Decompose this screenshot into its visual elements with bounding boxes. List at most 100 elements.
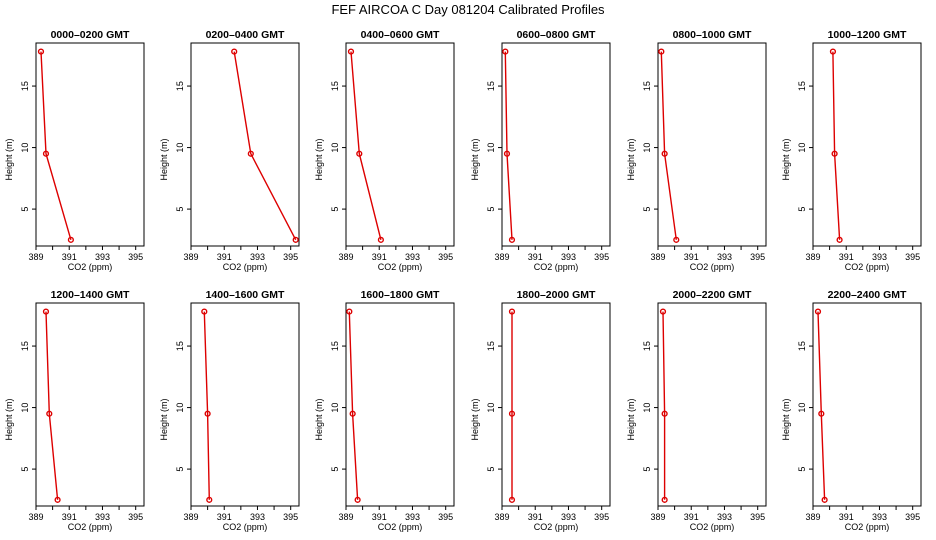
- data-point: [204, 410, 211, 417]
- data-point: [346, 308, 353, 315]
- data-point: [354, 496, 361, 503]
- data-point: [508, 236, 516, 243]
- y-axis-label: Height (m): [626, 138, 636, 180]
- y-tick-label: 15: [330, 341, 340, 351]
- figure-title: FEF AIRCOA C Day 081204 Calibrated Profi…: [331, 2, 605, 17]
- y-tick-label: 5: [175, 207, 185, 212]
- plot-frame: [35, 42, 145, 247]
- data-point: [46, 410, 53, 417]
- y-tick-label: 5: [797, 207, 807, 212]
- data-point: [292, 236, 299, 243]
- y-tick-label: 15: [175, 81, 185, 91]
- panel-10: 1800–2000 GMT 389 391 393 395 5 10 15 CO2 (ppm) H…: [470, 289, 611, 532]
- x-tick-label: 389: [650, 252, 665, 262]
- y-tick-label: 10: [486, 143, 496, 153]
- panel-7: 1200–1400 GMT 389 391 393 395 5 10 15 CO2 (ppm) H…: [4, 289, 145, 532]
- panel-4: 0600–0800 GMT 389 391 393 395 5 10 15 CO2 (ppm) H…: [470, 29, 611, 272]
- y-axis-label: Height (m): [781, 398, 791, 440]
- x-tick-label: 389: [338, 512, 353, 522]
- y-axis-label: Height (m): [470, 138, 480, 180]
- data-point: [347, 48, 355, 55]
- panel-2: 0200–0400 GMT 389 391 393 395 5 10 15 CO2 (ppm) H…: [159, 29, 300, 272]
- x-tick-label: 395: [750, 252, 765, 262]
- panel-1: 0000–0200 GMT 389 391 393 395 5 10 15 CO2 (ppm) H…: [4, 29, 145, 272]
- x-tick-label: 391: [684, 512, 699, 522]
- x-tick-label: 389: [805, 252, 820, 262]
- x-axis-label: CO2 (ppm): [534, 262, 579, 272]
- panel-12: 2200–2400 GMT 389 391 393 395 5 10 15 CO2 (ppm) H…: [781, 289, 922, 532]
- x-tick-label: 391: [372, 512, 387, 522]
- x-axis-label: CO2 (ppm): [845, 522, 890, 532]
- y-tick-label: 5: [330, 467, 340, 472]
- data-point: [661, 150, 668, 157]
- y-tick-label: 10: [797, 403, 807, 413]
- x-tick-label: 391: [217, 512, 232, 522]
- plot-frame: [812, 302, 922, 507]
- panel-11: 2000–2200 GMT 389 391 393 395 5 10 15 CO2 (ppm) H…: [626, 289, 767, 532]
- panel-title: 0200–0400 GMT: [206, 29, 285, 41]
- y-tick-label: 10: [486, 403, 496, 413]
- y-tick-label: 15: [642, 341, 652, 351]
- y-tick-label: 5: [20, 467, 30, 472]
- data-point: [508, 496, 516, 503]
- y-tick-label: 10: [175, 403, 185, 413]
- x-tick-label: 393: [717, 252, 732, 262]
- data-point: [231, 48, 238, 55]
- x-tick-label: 391: [62, 512, 77, 522]
- profile-line: [817, 311, 826, 500]
- panel-title: 1400–1600 GMT: [206, 289, 285, 301]
- x-axis-label: CO2 (ppm): [68, 262, 113, 272]
- x-tick-label: 391: [839, 512, 854, 522]
- x-tick-label: 393: [717, 512, 732, 522]
- y-tick-label: 15: [797, 341, 807, 351]
- y-axis-label: Height (m): [159, 138, 169, 180]
- y-tick-label: 15: [486, 81, 496, 91]
- x-axis-label: CO2 (ppm): [378, 522, 423, 532]
- y-tick-label: 15: [486, 341, 496, 351]
- y-tick-label: 10: [175, 143, 185, 153]
- data-point: [673, 236, 680, 243]
- x-tick-label: 389: [183, 512, 198, 522]
- panel-title: 1200–1400 GMT: [51, 289, 130, 301]
- data-point: [661, 496, 668, 503]
- profile-line: [233, 51, 297, 241]
- y-tick-label: 5: [642, 467, 652, 472]
- y-tick-label: 15: [175, 341, 185, 351]
- panel-title: 1800–2000 GMT: [517, 289, 596, 301]
- data-point: [658, 48, 665, 55]
- y-axis-label: Height (m): [626, 398, 636, 440]
- plot-frame: [35, 302, 145, 507]
- data-point: [818, 410, 825, 417]
- x-tick-label: 395: [905, 252, 920, 262]
- x-tick-label: 395: [905, 512, 920, 522]
- y-tick-label: 15: [797, 81, 807, 91]
- y-axis-label: Height (m): [470, 398, 480, 440]
- panel-title: 2200–2400 GMT: [828, 289, 907, 301]
- panel-title: 1600–1800 GMT: [361, 289, 440, 301]
- x-axis-label: CO2 (ppm): [690, 522, 735, 532]
- plot-frame: [345, 42, 455, 247]
- x-tick-label: 395: [283, 512, 298, 522]
- panel-title: 1000–1200 GMT: [828, 29, 907, 41]
- y-tick-label: 5: [330, 207, 340, 212]
- profile-line: [350, 51, 382, 240]
- data-point: [42, 308, 50, 315]
- y-axis-label: Height (m): [314, 138, 324, 180]
- panel-title: 0000–0200 GMT: [51, 29, 130, 41]
- x-axis-label: CO2 (ppm): [378, 262, 423, 272]
- x-tick-label: 395: [438, 252, 453, 262]
- y-tick-label: 5: [797, 467, 807, 472]
- data-point: [829, 48, 837, 55]
- y-tick-label: 5: [642, 207, 652, 212]
- x-tick-label: 389: [28, 252, 43, 262]
- x-tick-label: 395: [594, 252, 609, 262]
- panel-3: 0400–0600 GMT 389 391 393 395 5 10 15 CO2 (ppm) H…: [314, 29, 455, 272]
- y-tick-label: 5: [486, 467, 496, 472]
- x-tick-label: 391: [528, 512, 543, 522]
- x-tick-label: 389: [494, 252, 509, 262]
- x-tick-label: 393: [250, 512, 265, 522]
- panel-title: 2000–2200 GMT: [673, 289, 752, 301]
- y-tick-label: 15: [20, 341, 30, 351]
- x-tick-label: 391: [839, 252, 854, 262]
